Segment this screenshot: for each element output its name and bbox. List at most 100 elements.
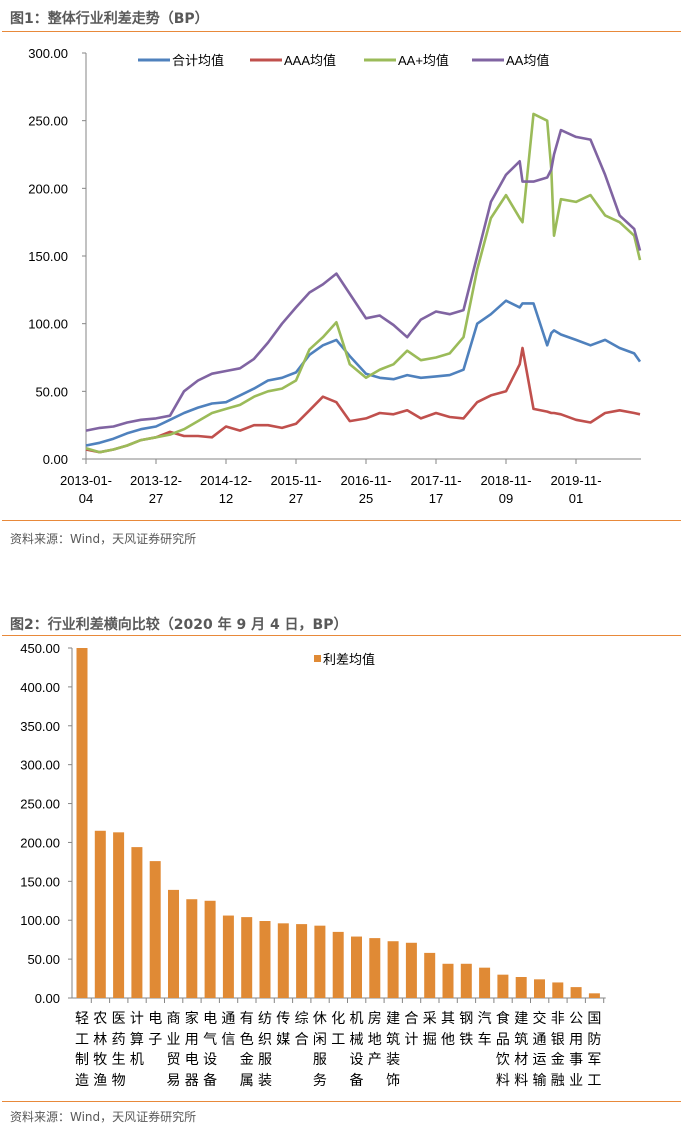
bar-机械设备: [351, 936, 362, 998]
bar-汽车: [479, 967, 491, 998]
x-tick-label: 17: [429, 491, 443, 506]
y-tick-label: 100.00: [28, 317, 68, 332]
legend-label: AAA均值: [284, 53, 336, 68]
industry-spread-bar-chart: 0.00 50.00 100.00 150.00 200.00 250.00 300.00 3…: [20, 641, 606, 1006]
bar-建筑装饰: [387, 941, 399, 998]
series-line-3: [85, 128, 642, 432]
bar-电子: [149, 861, 161, 998]
y-tick-label: 150.00: [28, 249, 68, 264]
x-tick-label: 2019-11-: [550, 473, 601, 488]
bar-医药生物: [113, 832, 125, 998]
bar-通信: [222, 915, 234, 998]
bar-非银金融: [552, 982, 564, 998]
bar-钢铁: [460, 963, 472, 998]
category-label: 交通运输: [532, 1011, 547, 1089]
bar-家用电器: [186, 899, 198, 998]
divider: [2, 635, 681, 636]
legend-swatch: [314, 655, 321, 662]
category-label: 电气设备: [203, 1011, 218, 1089]
bar-电气设备: [204, 900, 216, 998]
bar-采掘: [424, 952, 436, 998]
x-tick-label: 27: [149, 491, 163, 506]
series-line-1: [85, 346, 641, 454]
category-label: 电子: [148, 1011, 163, 1048]
category-label: 机械设备: [349, 1011, 364, 1089]
bar-其他: [442, 963, 454, 998]
y-tick-label: 200.00: [20, 835, 60, 850]
bar-交通运输: [534, 979, 545, 998]
x-tick-label: 12: [219, 491, 233, 506]
x-tick-label: 01: [569, 491, 583, 506]
category-label: 非银金融: [550, 1011, 565, 1089]
category-label: 农林牧渔: [93, 1011, 108, 1089]
y-tick-label: 0.00: [35, 991, 60, 1006]
category-label: 家用电器: [184, 1011, 199, 1089]
y-tick-label: 450.00: [20, 641, 60, 656]
legend-label: 利差均值: [323, 652, 375, 667]
category-label: 传媒: [276, 1011, 291, 1048]
x-tick-label: 2018-11-: [480, 473, 531, 488]
y-tick-label: 50.00: [27, 952, 60, 967]
category-label: 国防军工: [587, 1011, 602, 1089]
category-label: 合计: [404, 1011, 419, 1048]
bar-休闲服务: [314, 925, 326, 998]
series-line-0: [85, 299, 642, 447]
category-label: 通信: [221, 1011, 236, 1048]
y-tick-label: 200.00: [28, 181, 68, 196]
x-tick-label: 2014-12-: [200, 473, 252, 488]
category-label: 公用事业: [569, 1011, 584, 1089]
category-label: 其他: [441, 1011, 455, 1048]
divider: [2, 31, 681, 32]
y-tick-label: 250.00: [28, 114, 68, 129]
bar-农林牧渔: [94, 830, 106, 998]
legend-label: AA+均值: [398, 53, 449, 68]
x-tick-label: 25: [359, 491, 373, 506]
category-label: 医药生物: [111, 1011, 126, 1089]
y-tick-label: 50.00: [35, 384, 68, 399]
category-label: 采掘: [422, 1011, 437, 1048]
figure2-title: 图2：行业利差横向比较（2020 年 9 月 4 日，BP）: [10, 617, 348, 633]
x-tick-label: 09: [499, 491, 513, 506]
y-tick-label: 300.00: [28, 46, 68, 61]
y-tick-label: 100.00: [20, 913, 60, 928]
legend-label: 合计均值: [172, 53, 224, 68]
bar-建筑材料: [515, 977, 527, 998]
bar-综合: [296, 924, 308, 998]
bar-食品饮料: [497, 974, 509, 998]
bar-传媒: [277, 923, 289, 998]
x-tick-label: 2013-12-: [130, 473, 182, 488]
category-label: 建筑装饰: [386, 1011, 401, 1089]
bar-计算机: [131, 847, 143, 998]
legend-label: AA均值: [506, 53, 549, 68]
category-label: 计算机: [129, 1011, 144, 1068]
bar-纺织服装: [259, 921, 271, 998]
category-label: 汽车: [477, 1011, 492, 1048]
y-tick-label: 300.00: [20, 758, 60, 773]
y-tick-label: 400.00: [20, 680, 60, 695]
category-label: 钢铁: [459, 1011, 474, 1048]
category-label: 综合: [294, 1011, 309, 1048]
figure1-title: 图1：整体行业利差走势（BP）: [10, 11, 209, 27]
x-tick-label: 04: [79, 491, 93, 506]
category-label: 商业贸易: [166, 1011, 181, 1089]
x-tick-label: 27: [289, 491, 303, 506]
bar-国防军工: [588, 993, 600, 998]
bar-有色金属: [241, 917, 253, 998]
bar-轻工制造: [76, 648, 88, 998]
x-tick-label: 2016-11-: [340, 473, 391, 488]
category-label: 化工: [331, 1011, 346, 1048]
bar-商业贸易: [168, 889, 179, 998]
category-label: 有色金属: [239, 1011, 254, 1089]
divider: [2, 1101, 681, 1102]
bar-房地产: [369, 938, 381, 998]
series-line-2: [85, 112, 642, 454]
y-tick-label: 250.00: [20, 797, 60, 812]
y-tick-label: 150.00: [20, 874, 60, 889]
bar-化工: [332, 931, 344, 998]
category-label: 建筑材料: [514, 1011, 529, 1089]
category-label: 纺织服装: [258, 1011, 272, 1089]
category-label: 轻工制造: [75, 1011, 89, 1089]
x-tick-label: 2017-11-: [410, 473, 461, 488]
spread-trend-line-chart: 0.00 50.00 100.00 150.00 200.00 250.00 300.00 2…: [28, 46, 642, 506]
category-label: 房地产: [367, 1011, 382, 1068]
